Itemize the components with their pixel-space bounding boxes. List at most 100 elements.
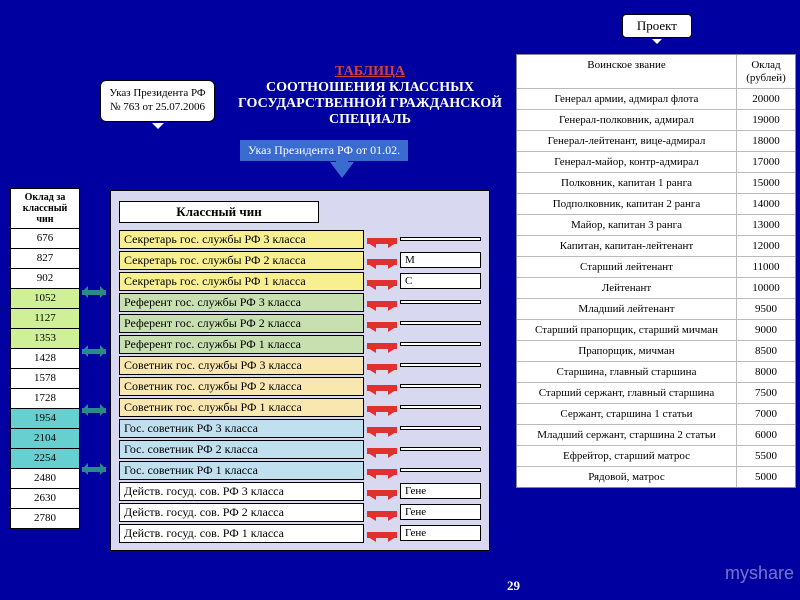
salary-cell: 1578: [10, 369, 80, 389]
page-number: 29: [507, 578, 520, 594]
mil-salary: 13000: [737, 215, 795, 235]
h-arrow-icon: [82, 408, 106, 413]
mil-row: Старший сержант, главный старшина7500: [517, 383, 795, 404]
mil-match-cell: [400, 237, 481, 241]
mil-header-row: Воинское звание Оклад (рублей): [517, 55, 795, 89]
salary-cell: 827: [10, 249, 80, 269]
mil-row: Подполковник, капитан 2 ранга14000: [517, 194, 795, 215]
mil-match-cell: [400, 384, 481, 388]
mil-rank: Младший лейтенант: [517, 299, 737, 319]
decree-callout: Указ Президента РФ № 763 от 25.07.2006: [100, 80, 215, 122]
decree-badge: Указ Президента РФ от 01.02.: [240, 140, 408, 161]
salary-cell: 2630: [10, 489, 80, 509]
salary-cell: 676: [10, 229, 80, 249]
rank-row: Действ. госуд. сов. РФ 1 классаГене: [119, 523, 481, 543]
mil-rank: Капитан, капитан-лейтенант: [517, 236, 737, 256]
mil-row: Полковник, капитан 1 ранга15000: [517, 173, 795, 194]
mil-salary: 9500: [737, 299, 795, 319]
mil-row: Генерал-майор, контр-адмирал17000: [517, 152, 795, 173]
salary-column: Оклад за классный чин 676827902105211271…: [10, 188, 80, 529]
mil-rank: Генерал-майор, контр-адмирал: [517, 152, 737, 172]
mil-match-cell: С: [400, 273, 481, 289]
mil-rank: Полковник, капитан 1 ранга: [517, 173, 737, 193]
bidir-arrow-icon: [367, 532, 397, 538]
mil-salary: 5500: [737, 446, 795, 466]
rank-row: Секретарь гос. службы РФ 3 класса: [119, 229, 481, 249]
bidir-arrow-icon: [367, 238, 397, 244]
rank-row: Секретарь гос. службы РФ 1 классаС: [119, 271, 481, 291]
mil-row: Прапорщик, мичман8500: [517, 341, 795, 362]
rank-cell: Гос. советник РФ 2 класса: [119, 440, 364, 459]
salary-cell: 1353: [10, 329, 80, 349]
rank-row: Действ. госуд. сов. РФ 2 класса Гене: [119, 502, 481, 522]
rank-row: Референт гос. службы РФ 3 класса: [119, 292, 481, 312]
mil-match-cell: [400, 300, 481, 304]
mil-salary: 7500: [737, 383, 795, 403]
mil-rank: Генерал-лейтенант, вице-адмирал: [517, 131, 737, 151]
salary-cell: 2254: [10, 449, 80, 469]
mil-salary: 17000: [737, 152, 795, 172]
bidir-arrow-icon: [367, 406, 397, 412]
salary-cell: 1052: [10, 289, 80, 309]
mil-rank: Подполковник, капитан 2 ранга: [517, 194, 737, 214]
mil-row: Генерал-лейтенант, вице-адмирал18000: [517, 131, 795, 152]
mil-rank: Прапорщик, мичман: [517, 341, 737, 361]
mil-header-salary: Оклад (рублей): [737, 55, 795, 88]
rank-row: Советник гос. службы РФ 3 класса: [119, 355, 481, 375]
mil-row: Капитан, капитан-лейтенант12000: [517, 236, 795, 257]
down-arrow-icon: [330, 162, 354, 178]
mil-row: Ефрейтор, старший матрос5500: [517, 446, 795, 467]
mil-row: Младший сержант, старшина 2 статьи6000: [517, 425, 795, 446]
rank-cell: Советник гос. службы РФ 1 класса: [119, 398, 364, 417]
rank-row: Советник гос. службы РФ 1 класса: [119, 397, 481, 417]
mil-salary: 10000: [737, 278, 795, 298]
rank-row: Гос. советник РФ 2 класса: [119, 439, 481, 459]
mil-rank: Старший сержант, главный старшина: [517, 383, 737, 403]
title-line3: ГОСУДАРСТВЕННОЙ ГРАЖДАНСКОЙ: [238, 96, 502, 111]
mil-rank: Ефрейтор, старший матрос: [517, 446, 737, 466]
salary-cell: 1428: [10, 349, 80, 369]
mil-salary: 8000: [737, 362, 795, 382]
mil-salary: 19000: [737, 110, 795, 130]
rank-cell: Гос. советник РФ 1 класса: [119, 461, 364, 480]
bidir-arrow-icon: [367, 427, 397, 433]
mil-salary: 15000: [737, 173, 795, 193]
mil-row: Лейтенант10000: [517, 278, 795, 299]
rank-row: Советник гос. службы РФ 2 класса: [119, 376, 481, 396]
mil-rank: Сержант, старшина 1 статьи: [517, 404, 737, 424]
h-arrow-icon: [82, 290, 106, 295]
title-line2: СООТНОШЕНИЯ КЛАССНЫХ: [266, 80, 474, 95]
bidir-arrow-icon: [367, 259, 397, 265]
mil-salary: 9000: [737, 320, 795, 340]
rank-cell: Действ. госуд. сов. РФ 2 класса: [119, 503, 364, 522]
bidir-arrow-icon: [367, 469, 397, 475]
bidir-arrow-icon: [367, 343, 397, 349]
ranks-table: Классный чин Секретарь гос. службы РФ 3 …: [110, 190, 490, 551]
mil-match-cell: [400, 342, 481, 346]
mil-row: Старший лейтенант11000: [517, 257, 795, 278]
mil-row: Рядовой, матрос5000: [517, 467, 795, 487]
salary-cell: 1728: [10, 389, 80, 409]
mil-row: Младший лейтенант9500: [517, 299, 795, 320]
h-arrow-icon: [82, 349, 106, 354]
rank-cell: Гос. советник РФ 3 класса: [119, 419, 364, 438]
bidir-arrow-icon: [367, 490, 397, 496]
mil-row: Сержант, старшина 1 статьи7000: [517, 404, 795, 425]
mil-match-cell: [400, 321, 481, 325]
mil-rank: Старшина, главный старшина: [517, 362, 737, 382]
bidir-arrow-icon: [367, 385, 397, 391]
rank-row: Референт гос. службы РФ 2 класса: [119, 313, 481, 333]
bidir-arrow-icon: [367, 280, 397, 286]
slide-title: ТАБЛИЦА СООТНОШЕНИЯ КЛАССНЫХ ГОСУДАРСТВЕ…: [210, 64, 530, 128]
mil-rank: Старший лейтенант: [517, 257, 737, 277]
mil-rank: Младший сержант, старшина 2 статьи: [517, 425, 737, 445]
rank-cell: Действ. госуд. сов. РФ 3 класса: [119, 482, 364, 501]
h-arrow-icon: [82, 467, 106, 472]
rank-cell: Секретарь гос. службы РФ 2 класса: [119, 251, 364, 270]
rank-cell: Референт гос. службы РФ 2 класса: [119, 314, 364, 333]
rank-cell: Референт гос. службы РФ 3 класса: [119, 293, 364, 312]
mil-match-cell: Гене: [400, 504, 481, 520]
mil-rank: Майор, капитан 3 ранга: [517, 215, 737, 235]
mil-rank: Рядовой, матрос: [517, 467, 737, 487]
mil-match-cell: [400, 468, 481, 472]
